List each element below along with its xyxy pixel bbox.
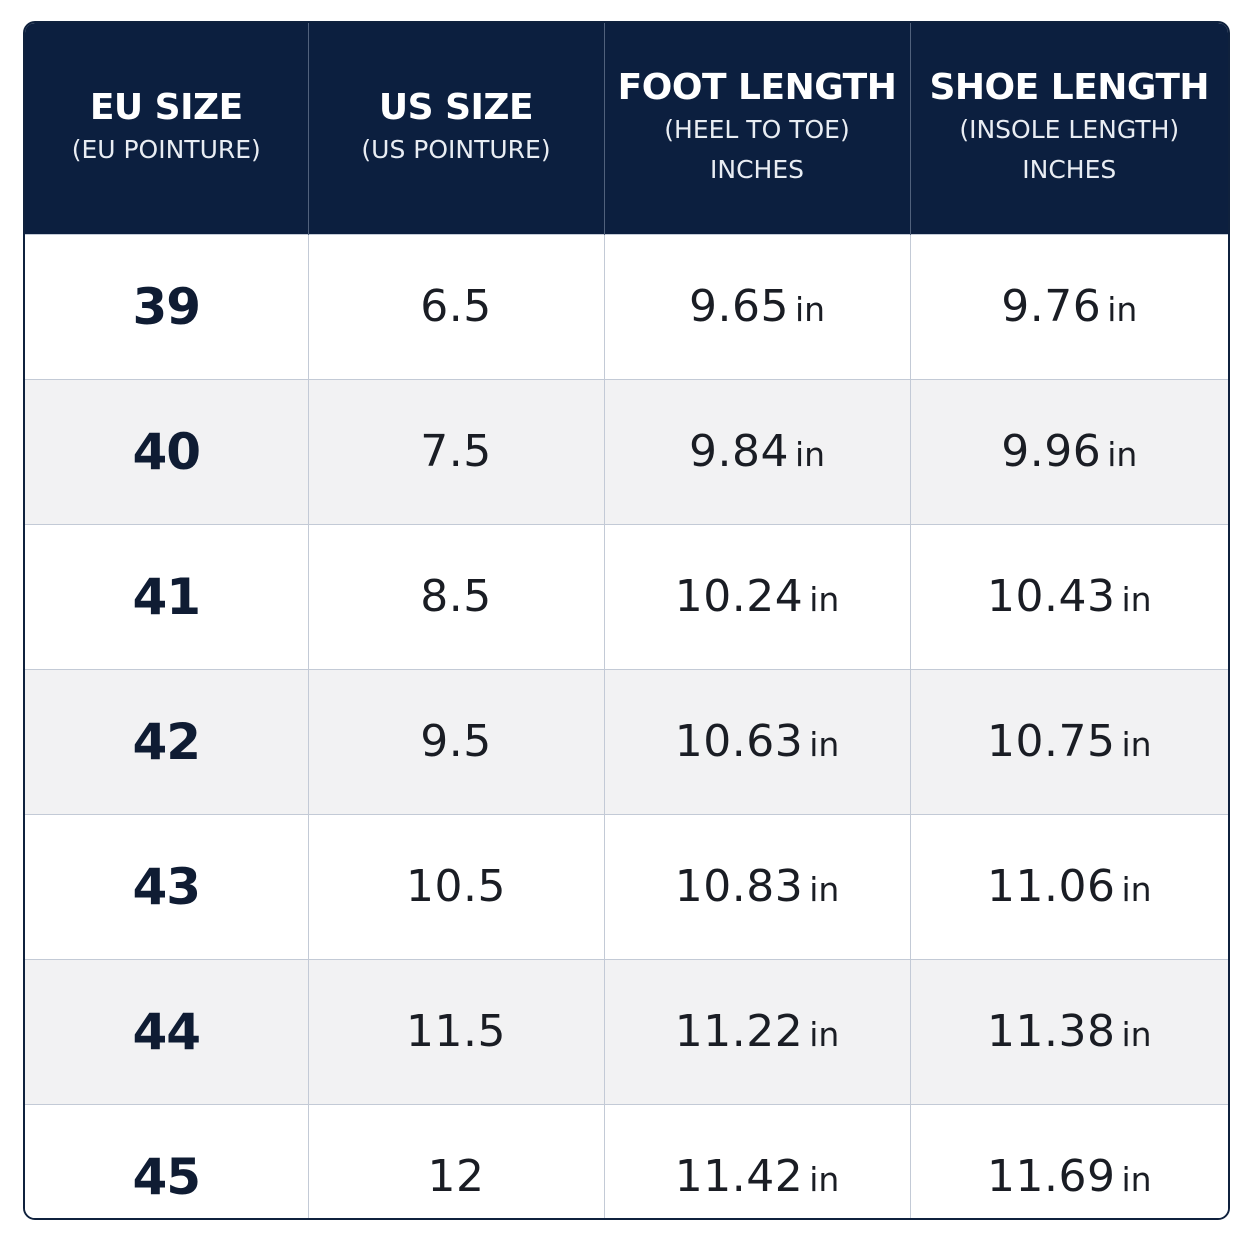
shoe-length-cell: 10.43 in — [909, 523, 1228, 669]
foot-length-cell: 10.83 in — [603, 813, 910, 959]
us-size-value: 8.5 — [420, 571, 492, 622]
eu-size-value: 45 — [132, 1147, 201, 1206]
header-shoe-length-title: SHOE LENGTH — [929, 67, 1210, 109]
foot-length-value: 11.22 — [674, 1006, 804, 1057]
header-us-size: US SIZE (US POINTURE) — [307, 23, 604, 234]
shoe-length-cell: 10.75 in — [909, 668, 1228, 814]
header-foot-length: FOOT LENGTH (HEEL TO TOE) INCHES — [603, 23, 910, 234]
table-body: 39 6.5 9.65 in 9.76 in 40 7.5 9.84 in 9.96 i… — [25, 233, 1228, 1218]
header-us-size-title: US SIZE — [378, 87, 534, 129]
eu-size-cell: 45 — [25, 1103, 308, 1218]
header-eu-size: EU SIZE (EU POINTURE) — [25, 23, 308, 234]
foot-length-value: 9.84 — [688, 426, 789, 477]
shoe-length-cell: 9.76 in — [909, 233, 1228, 379]
eu-size-value: 44 — [132, 1002, 201, 1061]
header-shoe-length-unit: INCHES — [1022, 155, 1117, 185]
us-size-cell: 7.5 — [307, 378, 604, 524]
header-foot-length-subtitle: (HEEL TO TOE) — [664, 115, 850, 145]
unit-label: in — [794, 290, 826, 329]
unit-label: in — [809, 870, 840, 909]
size-chart-table-frame: EU SIZE (EU POINTURE) US SIZE (US POINTU… — [23, 21, 1230, 1220]
eu-size-value: 40 — [132, 422, 201, 481]
shoe-length-cell: 11.38 in — [909, 958, 1228, 1104]
us-size-value: 11.5 — [406, 1006, 506, 1057]
unit-label: in — [1121, 1015, 1152, 1054]
foot-length-cell: 11.22 in — [603, 958, 910, 1104]
table-row: 41 8.5 10.24 in 10.43 in — [25, 523, 1228, 669]
shoe-length-cell: 11.69 in — [909, 1103, 1228, 1218]
eu-size-cell: 42 — [25, 668, 308, 814]
shoe-length-cell: 9.96 in — [909, 378, 1228, 524]
unit-label: in — [1121, 1160, 1152, 1200]
eu-size-cell: 39 — [25, 233, 308, 379]
table-row: 44 11.5 11.22 in 11.38 in — [25, 958, 1228, 1104]
table-row: 40 7.5 9.84 in 9.96 in — [25, 378, 1228, 524]
shoe-length-value: 11.38 — [986, 1006, 1116, 1057]
header-eu-size-title: EU SIZE — [89, 87, 243, 129]
header-eu-size-subtitle: (EU POINTURE) — [71, 135, 261, 165]
shoe-length-value: 11.69 — [986, 1151, 1116, 1203]
table-row: 45 12 11.42 in 11.69 in — [25, 1103, 1228, 1218]
unit-label: in — [794, 435, 826, 474]
foot-length-value: 9.65 — [688, 281, 789, 332]
eu-size-cell: 44 — [25, 958, 308, 1104]
unit-label: in — [809, 580, 840, 619]
foot-length-value: 10.63 — [674, 716, 804, 767]
shoe-length-value: 11.06 — [986, 861, 1116, 912]
foot-length-value: 11.42 — [674, 1151, 804, 1203]
us-size-cell: 8.5 — [307, 523, 604, 669]
us-size-cell: 6.5 — [307, 233, 604, 379]
foot-length-cell: 10.63 in — [603, 668, 910, 814]
unit-label: in — [1121, 725, 1152, 764]
header-foot-length-title: FOOT LENGTH — [617, 67, 897, 109]
us-size-value: 12 — [427, 1151, 485, 1203]
header-shoe-length: SHOE LENGTH (INSOLE LENGTH) INCHES — [909, 23, 1228, 234]
shoe-length-cell: 11.06 in — [909, 813, 1228, 959]
eu-size-value: 41 — [132, 567, 201, 626]
eu-size-value: 42 — [132, 712, 201, 771]
us-size-cell: 12 — [307, 1103, 604, 1218]
us-size-value: 7.5 — [420, 426, 492, 477]
us-size-value: 9.5 — [420, 716, 492, 767]
header-row: EU SIZE (EU POINTURE) US SIZE (US POINTU… — [25, 23, 1228, 234]
unit-label: in — [809, 1160, 840, 1200]
table-row: 43 10.5 10.83 in 11.06 in — [25, 813, 1228, 959]
eu-size-value: 39 — [132, 277, 201, 336]
foot-length-cell: 9.65 in — [603, 233, 910, 379]
foot-length-cell: 11.42 in — [603, 1103, 910, 1218]
eu-size-cell: 41 — [25, 523, 308, 669]
us-size-cell: 11.5 — [307, 958, 604, 1104]
unit-label: in — [1121, 580, 1152, 619]
shoe-length-value: 10.43 — [986, 571, 1116, 622]
table-header: EU SIZE (EU POINTURE) US SIZE (US POINTU… — [25, 23, 1228, 234]
us-size-value: 10.5 — [406, 861, 506, 912]
us-size-cell: 10.5 — [307, 813, 604, 959]
eu-size-cell: 40 — [25, 378, 308, 524]
unit-label: in — [809, 1015, 840, 1054]
foot-length-value: 10.24 — [674, 571, 804, 622]
us-size-value: 6.5 — [420, 281, 492, 332]
header-shoe-length-subtitle: (INSOLE LENGTH) — [959, 115, 1180, 145]
table-row: 42 9.5 10.63 in 10.75 in — [25, 668, 1228, 814]
shoe-length-value: 9.76 — [1001, 281, 1102, 332]
table-row: 39 6.5 9.65 in 9.76 in — [25, 233, 1228, 379]
unit-label: in — [1107, 435, 1138, 474]
eu-size-value: 43 — [132, 857, 201, 916]
unit-label: in — [1121, 870, 1152, 909]
foot-length-cell: 10.24 in — [603, 523, 910, 669]
shoe-length-value: 10.75 — [986, 716, 1116, 767]
foot-length-cell: 9.84 in — [603, 378, 910, 524]
unit-label: in — [809, 725, 840, 764]
eu-size-cell: 43 — [25, 813, 308, 959]
us-size-cell: 9.5 — [307, 668, 604, 814]
header-foot-length-unit: INCHES — [710, 155, 804, 185]
unit-label: in — [1107, 290, 1138, 329]
size-chart-table: EU SIZE (EU POINTURE) US SIZE (US POINTU… — [25, 23, 1228, 1218]
foot-length-value: 10.83 — [674, 861, 804, 912]
header-us-size-subtitle: (US POINTURE) — [361, 135, 551, 165]
shoe-length-value: 9.96 — [1001, 426, 1102, 477]
